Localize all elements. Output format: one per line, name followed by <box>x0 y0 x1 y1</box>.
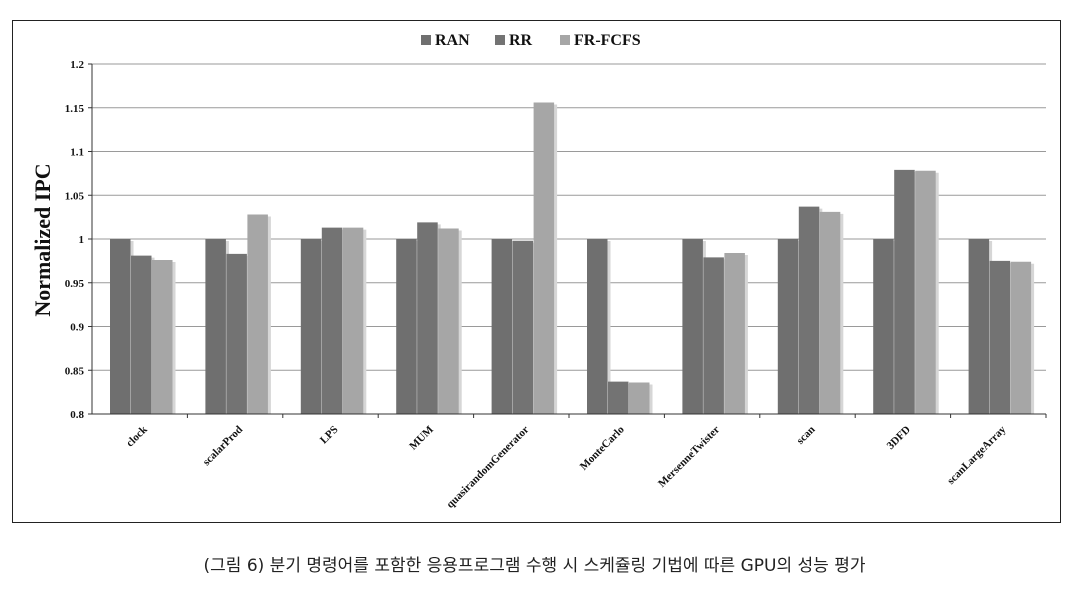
bar <box>819 211 841 414</box>
x-tick-label: clock <box>124 423 150 449</box>
bar <box>894 169 915 414</box>
bar <box>131 255 152 414</box>
bar <box>321 227 343 414</box>
y-tick-label: 1.1 <box>70 147 84 159</box>
figure-caption: (그림 6) 분기 명령어를 포함한 응용프로그램 수행 시 스케쥴링 기법에 … <box>203 556 866 576</box>
bar-chart: 0.8 0.85 0.9 0.95 1 1.05 1.1 1.15 1.2 clock scalar… <box>30 32 1047 511</box>
bar <box>491 239 513 414</box>
bar <box>608 381 629 414</box>
bar <box>438 228 459 414</box>
bar <box>512 240 534 414</box>
y-tick-label: 0.8 <box>70 409 84 421</box>
y-tick-label: 1.05 <box>65 190 85 202</box>
legend-swatch <box>421 35 431 45</box>
bar <box>300 239 322 414</box>
x-tick-label: 3DFD <box>885 424 913 452</box>
bar <box>915 170 936 414</box>
x-tick-label: scalarProd <box>201 424 246 469</box>
y-tick-label: 0.95 <box>65 278 85 290</box>
bar <box>989 260 1011 414</box>
bar <box>110 239 131 414</box>
x-tick-label: MersenneTwister <box>656 424 722 490</box>
bar <box>1010 261 1032 414</box>
y-tick-label: 1.15 <box>65 103 85 115</box>
bar <box>703 257 724 414</box>
bar <box>226 253 247 414</box>
legend-swatch <box>495 35 505 45</box>
bar <box>396 239 417 414</box>
bar <box>587 239 608 414</box>
y-tick-label: 0.85 <box>65 365 85 377</box>
bar <box>724 253 745 414</box>
legend-label: FR-FCFS <box>574 32 641 49</box>
y-axis-label: Normalized IPC <box>30 163 55 316</box>
bar <box>152 260 173 414</box>
bar <box>342 227 364 414</box>
legend-label: RAN <box>435 32 470 49</box>
y-tick-label: 1.2 <box>70 59 84 71</box>
legend-swatch <box>560 35 570 45</box>
x-tick-label: scan <box>794 424 817 447</box>
legend-label: RR <box>509 32 533 49</box>
y-tick-label: 1 <box>79 234 85 246</box>
x-tick-label: MUM <box>407 423 436 452</box>
bar <box>533 102 555 414</box>
bar <box>247 214 268 414</box>
bar <box>873 239 894 414</box>
bar <box>798 206 820 414</box>
bar <box>629 382 650 414</box>
bar <box>205 239 226 414</box>
bar <box>777 239 799 414</box>
x-tick-label: scanLargeArray <box>945 423 1009 487</box>
legend: RAN RR FR-FCFS <box>421 32 641 49</box>
y-tick-label: 0.9 <box>70 322 84 334</box>
bar <box>968 239 990 414</box>
bars <box>110 102 1035 414</box>
bar <box>682 239 703 414</box>
x-tick-label: quasirandomGenerator <box>444 424 531 511</box>
x-tick-label: LPS <box>318 424 341 447</box>
x-tick-label: MonteCarlo <box>578 423 627 472</box>
bar <box>417 222 438 414</box>
